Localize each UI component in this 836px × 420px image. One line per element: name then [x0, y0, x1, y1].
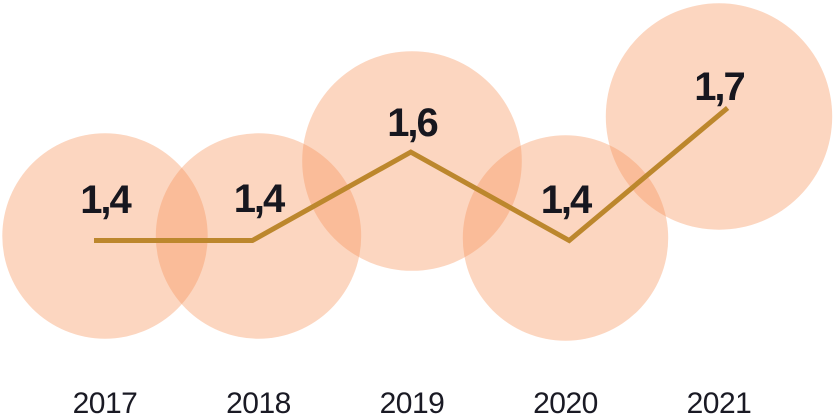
x-axis-label-2019: 2019 [380, 387, 445, 420]
value-label-2020: 1,4 [541, 178, 593, 222]
bubbles-layer [2, 3, 833, 341]
trend-line [94, 105, 730, 244]
x-axis-label-2018: 2018 [226, 387, 291, 420]
value-labels-layer: 1,4 1,4 1,6 1,4 1,7 [80, 65, 746, 222]
x-axis-label-2021: 2021 [687, 387, 752, 420]
bubble-2019 [302, 51, 522, 271]
value-label-2019: 1,6 [387, 101, 437, 145]
trend-line-layer [94, 105, 730, 244]
value-label-2017: 1,4 [80, 178, 132, 222]
value-label-2018: 1,4 [234, 177, 286, 221]
x-axis-label-2017: 2017 [73, 387, 138, 420]
x-axis-labels-layer: 2017 2018 2019 2020 2021 [73, 387, 752, 420]
x-axis-label-2020: 2020 [533, 387, 598, 420]
value-label-2021: 1,7 [694, 65, 744, 109]
bubble-2017 [2, 133, 208, 339]
